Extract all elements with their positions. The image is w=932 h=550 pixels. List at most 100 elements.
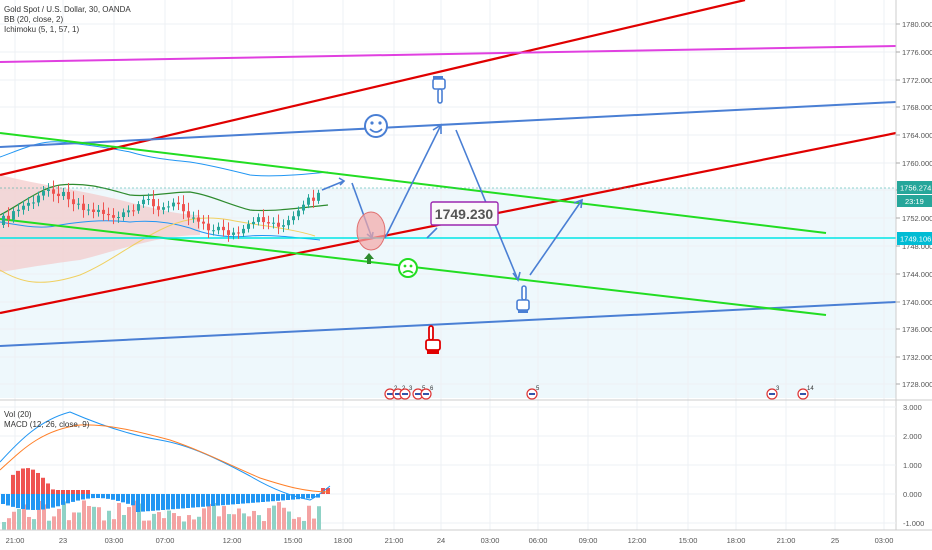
macd-signal-line — [0, 424, 331, 493]
volume-bar — [22, 504, 26, 530]
candle-body — [272, 222, 275, 224]
volume-bar — [237, 508, 241, 530]
macd-bar — [31, 494, 35, 510]
time-tick-label: 03:00 — [481, 536, 500, 545]
candle-body — [147, 199, 150, 201]
candle-body — [262, 217, 265, 223]
macd-legend[interactable]: MACD (12, 26, close, 9) — [4, 420, 90, 429]
pointing-hand-down-icon — [432, 76, 446, 104]
price-tick-label: 1744.000 — [902, 270, 932, 279]
volume-bar — [232, 514, 236, 530]
volume-bar — [257, 515, 261, 530]
volume-bar — [57, 508, 61, 530]
volume-bar — [157, 512, 161, 530]
macd-bar — [61, 490, 65, 494]
volume-bar — [72, 512, 76, 530]
candle-body — [292, 216, 295, 221]
macd-bar — [21, 494, 25, 510]
macd-bar — [111, 494, 115, 500]
macd-bar — [11, 474, 15, 494]
volume-bar — [247, 516, 251, 530]
candle-body — [307, 197, 310, 205]
macd-bar — [161, 494, 165, 510]
macd-bar — [86, 494, 90, 499]
volume-bar — [187, 515, 191, 530]
macd-bar — [81, 494, 85, 500]
macd-bar — [201, 494, 205, 507]
indicator-tick-label: 2.000 — [903, 432, 922, 441]
volume-legend[interactable]: Vol (20) — [4, 410, 32, 419]
economic-event-badges[interactable]: 223565314 — [384, 386, 814, 400]
price-tick-label: 1764.000 — [902, 131, 932, 140]
candle-body — [117, 217, 120, 219]
time-axis[interactable]: 21:00 23 03:00 07:00 12:00 15:00 18:00 21:00 24 0… — [6, 536, 894, 545]
chart-legend: Gold Spot / U.S. Dollar, 30, OANDA BB (2… — [4, 5, 131, 35]
candle-body — [217, 226, 220, 231]
volume-bar — [142, 520, 146, 530]
event-badge[interactable]: 6 — [420, 386, 434, 400]
candle-body — [17, 209, 20, 212]
macd-bar — [11, 494, 15, 507]
candle-body — [152, 199, 155, 207]
price-callout: 1749.230 — [430, 201, 499, 226]
volume-bar — [122, 514, 126, 530]
macd-bar — [231, 494, 235, 505]
lower-pane-legend: Vol (20) MACD (12, 26, close, 9) — [4, 410, 89, 430]
price-tick-label: 1748.000 — [902, 242, 932, 251]
volume-bar — [307, 505, 311, 530]
macd-bar — [26, 468, 30, 494]
event-badge[interactable]: 3 — [399, 386, 413, 400]
macd-bar — [76, 494, 80, 501]
svg-text:1749.106: 1749.106 — [900, 235, 931, 244]
svg-text:3: 3 — [409, 386, 413, 392]
macd-bar — [186, 494, 190, 508]
macd-bar — [306, 494, 310, 499]
volume-bar — [302, 520, 306, 530]
candle-body — [192, 217, 195, 219]
volume-bar — [77, 512, 81, 530]
candle-body — [162, 207, 165, 210]
bollinger-legend[interactable]: BB (20, close, 2) — [4, 15, 64, 24]
macd-bar — [131, 494, 135, 506]
time-tick-label: 12:00 — [223, 536, 242, 545]
macd-bar — [81, 490, 85, 494]
ichimoku-legend[interactable]: Ichimoku (5, 1, 57, 1) — [4, 25, 80, 34]
macd-bar — [116, 494, 120, 501]
macd-bar — [176, 494, 180, 509]
time-tick-label: 07:00 — [156, 536, 175, 545]
candle-body — [112, 215, 115, 218]
volume-bar — [82, 500, 86, 530]
pointing-hand-up-icon — [516, 285, 530, 313]
macd-bar — [36, 472, 40, 494]
candle-body — [52, 189, 55, 194]
macd-bar — [236, 494, 240, 504]
event-badge[interactable]: 3 — [766, 386, 780, 400]
volume-bar — [7, 518, 11, 530]
event-badge[interactable]: 14 — [797, 386, 814, 400]
candle-body — [127, 210, 130, 213]
svg-text:1749.230: 1749.230 — [435, 206, 494, 222]
volume-bar — [32, 519, 36, 530]
line-price-tag: 1749.106 — [897, 232, 932, 245]
symbol-title[interactable]: Gold Spot / U.S. Dollar, 30, OANDA — [4, 5, 131, 14]
macd-bar — [196, 494, 200, 508]
candle-body — [257, 217, 260, 222]
macd-bar — [211, 494, 215, 506]
candle-body — [82, 203, 85, 211]
volume-bar — [197, 516, 201, 530]
macd-bar — [136, 494, 140, 512]
volume-bar — [292, 518, 296, 530]
volume-bar — [87, 505, 91, 530]
indicator-axis[interactable]: 3.000 2.000 1.000 0.000 -1.000 — [903, 403, 924, 528]
candle-body — [142, 199, 145, 205]
macd-bar — [76, 490, 80, 494]
candle-body — [92, 209, 95, 212]
candle-body — [317, 192, 320, 201]
volume-bar — [127, 507, 131, 530]
macd-bar — [16, 470, 20, 494]
event-badge[interactable]: 5 — [526, 386, 540, 400]
time-tick-label: 25 — [831, 536, 839, 545]
macd-bar — [216, 494, 220, 506]
volume-bar — [212, 503, 216, 530]
